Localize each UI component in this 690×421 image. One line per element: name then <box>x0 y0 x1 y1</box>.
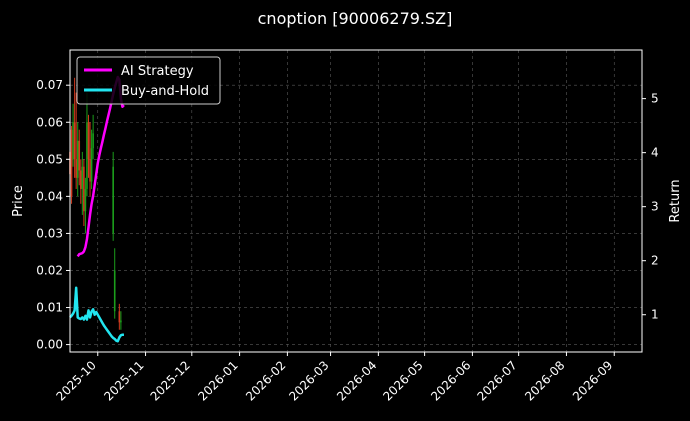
candle-body <box>72 122 74 160</box>
y-left-tick-label: 0.00 <box>36 338 63 352</box>
legend: AI Strategy Buy-and-Hold <box>76 56 221 105</box>
candle-body <box>86 122 88 189</box>
candle-body <box>76 140 79 178</box>
legend-label-ai-strategy: AI Strategy <box>121 64 194 79</box>
y-left-tick-label: 0.07 <box>36 78 63 92</box>
y-axis-left: 0.00 0.01 0.02 0.03 0.04 0.05 0.06 0.07 <box>36 78 70 352</box>
candle-body <box>113 270 116 312</box>
y-left-tick-label: 0.01 <box>36 301 63 315</box>
y-axis-right: 1 2 3 4 5 <box>642 92 659 322</box>
y-right-tick-label: 5 <box>651 92 659 106</box>
candle-body <box>90 148 93 182</box>
candle-body <box>92 133 94 149</box>
candle-body <box>83 166 85 212</box>
candle-body <box>78 140 81 171</box>
y-right-tick-label: 3 <box>651 200 659 214</box>
candle-body <box>75 159 77 178</box>
y-right-tick-label: 4 <box>651 146 659 160</box>
y-axis-label-right: Return <box>668 179 683 222</box>
candle-body <box>120 320 122 323</box>
legend-label-buy-and-hold: Buy-and-Hold <box>121 84 209 99</box>
candle-body <box>84 188 87 212</box>
candle-body <box>73 122 76 160</box>
candle-body <box>81 166 84 189</box>
candle-body <box>118 311 121 323</box>
chart-title: cnoption [90006279.SZ] <box>258 9 453 28</box>
candle-body <box>79 170 82 189</box>
legend-box <box>76 56 221 105</box>
candle-body <box>89 159 91 182</box>
y-left-tick-label: 0.06 <box>36 115 63 129</box>
candle-body <box>87 122 90 160</box>
y-left-tick-label: 0.02 <box>36 263 63 277</box>
grid-lines <box>70 50 642 352</box>
y-left-tick-label: 0.05 <box>36 152 63 166</box>
y-left-tick-label: 0.03 <box>36 226 63 240</box>
y-right-tick-label: 1 <box>651 308 659 322</box>
candle-body <box>70 129 73 197</box>
y-right-tick-label: 2 <box>651 254 659 268</box>
series-line-buy-and-hold <box>69 286 124 343</box>
y-left-tick-label: 0.04 <box>36 189 63 203</box>
y-axis-label-left: Price <box>11 185 26 217</box>
candle-body <box>112 166 114 234</box>
plot-frame <box>69 49 643 353</box>
